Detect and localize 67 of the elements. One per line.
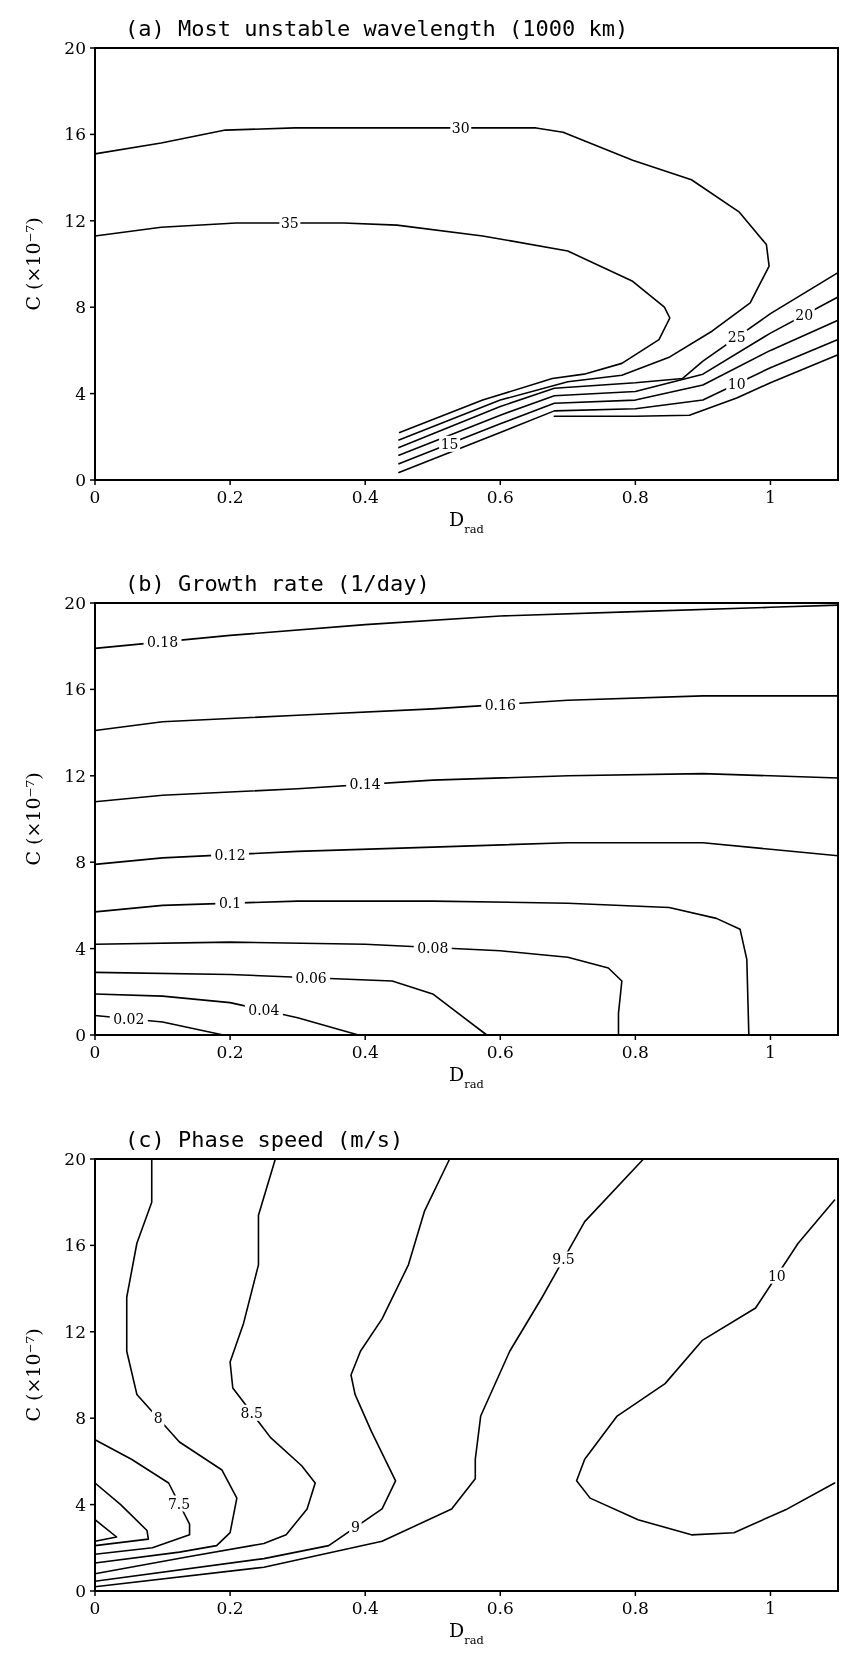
series-label: 8 (153, 1410, 163, 1427)
y-tick-label: 20 (64, 38, 86, 58)
series-label: 10 (767, 1267, 786, 1284)
y-tick-label: 16 (64, 1235, 86, 1256)
y-axis-title: C (×10⁻⁷) (22, 217, 44, 311)
x-tick-label: 0.2 (216, 487, 244, 507)
x-tick-label: 1 (765, 487, 776, 507)
x-tick-label: 0.6 (486, 1042, 514, 1062)
x-tick-label: 0 (89, 1598, 101, 1618)
y-tick-label: 20 (64, 593, 86, 613)
series-label: 25 (727, 329, 746, 346)
series-label: 0.18 (146, 633, 179, 650)
series-label: 9.5 (552, 1251, 575, 1268)
x-tick-label: 0.8 (621, 487, 649, 507)
y-tick-label: 16 (64, 124, 86, 145)
x-tick-label: 1 (765, 1042, 776, 1062)
line-series (575, 1199, 836, 1536)
x-tick-label: 0.4 (351, 1042, 379, 1062)
series-label: 20 (795, 307, 814, 324)
series-label: 0.1 (218, 895, 242, 912)
x-tick-label: 0.8 (621, 1598, 649, 1618)
y-tick-label: 0 (75, 1025, 86, 1045)
y-axis-title: C (×10⁻⁷) (22, 1328, 44, 1422)
y-axis-title: C (×10⁻⁷) (22, 772, 44, 866)
series-label: 30 (451, 119, 470, 136)
y-tick-label: 20 (64, 1149, 86, 1169)
y-tick-label: 12 (64, 765, 86, 786)
series-label: 0.16 (484, 696, 516, 713)
chart-title: (a) Most unstable wavelength (1000 km) (125, 16, 629, 41)
y-tick-label: 0 (75, 1581, 86, 1601)
series-label: 7.5 (167, 1495, 191, 1512)
x-axis-title: D$_{rad}$ (449, 1063, 484, 1091)
y-tick-label: 4 (75, 383, 86, 404)
x-tick-label: 0.6 (486, 487, 514, 507)
series-label: 0.08 (417, 939, 449, 956)
x-axis-title: D$_{rad}$ (449, 508, 484, 536)
x-tick-label: 0.4 (351, 487, 379, 507)
y-tick-label: 8 (75, 1408, 86, 1429)
series-label: 15 (440, 435, 459, 452)
series-label: 0.04 (248, 1002, 280, 1019)
x-tick-label: 0.2 (216, 1598, 244, 1618)
series-label: 0.12 (214, 846, 246, 863)
x-tick-label: 0.6 (486, 1598, 514, 1618)
chart-title: (b) Growth rate (1/day) (125, 571, 430, 596)
series-label: 0.14 (349, 776, 381, 793)
y-tick-label: 0 (75, 470, 86, 490)
series-label: 35 (280, 214, 299, 231)
series-label: 0.06 (295, 969, 327, 986)
series-label: 8.5 (240, 1404, 263, 1421)
y-tick-label: 16 (64, 679, 86, 700)
x-axis-title: D$_{rad}$ (449, 1619, 484, 1647)
x-tick-label: 1 (765, 1598, 776, 1618)
y-tick-label: 4 (75, 1494, 86, 1515)
x-tick-label: 0 (89, 487, 101, 507)
y-tick-label: 4 (75, 938, 86, 959)
x-tick-label: 0.8 (621, 1042, 649, 1062)
x-tick-label: 0 (89, 1042, 101, 1062)
y-tick-label: 12 (64, 1321, 86, 1342)
series-label: 10 (727, 375, 746, 392)
y-tick-label: 8 (75, 297, 86, 318)
x-tick-label: 0.2 (216, 1042, 244, 1062)
series-label: 0.02 (113, 1010, 145, 1027)
x-tick-label: 0.4 (351, 1598, 379, 1618)
chart-title: (c) Phase speed (m/s) (125, 1127, 404, 1152)
y-tick-label: 8 (75, 852, 86, 873)
y-tick-label: 12 (64, 210, 86, 231)
series-label: 9 (350, 1519, 360, 1536)
